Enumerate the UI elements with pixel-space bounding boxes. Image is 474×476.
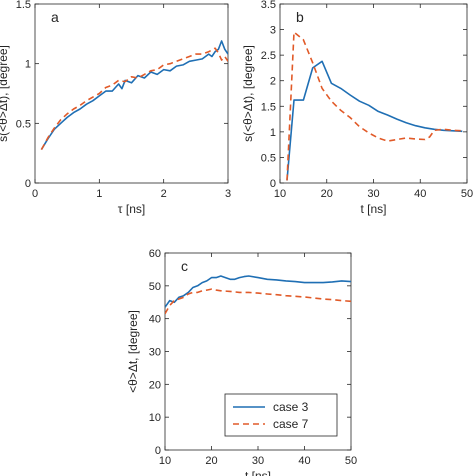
x-tick-label: 10 <box>159 455 171 467</box>
x-tick-label: 30 <box>367 188 379 200</box>
series-line-case7 <box>40 47 228 150</box>
y-tick-label: 2 <box>270 76 276 88</box>
x-axis-label: t [ns] <box>245 469 271 476</box>
y-tick-label: 1.5 <box>16 0 31 11</box>
panel-a: 0 1 2 3 0 0.5 1 1.5 τ [ns] s(<θ>Δt), [degree] a <box>0 0 231 216</box>
y-axis-label: <θ>Δt, [degree] <box>126 310 140 393</box>
y-tick-label: 0 <box>155 445 161 457</box>
series-line-case3 <box>40 40 228 151</box>
series-line-case3 <box>165 275 351 308</box>
x-axis-label: τ [ns] <box>118 202 145 216</box>
y-tick-label: 3 <box>270 25 276 37</box>
legend-label: case 7 <box>273 417 309 431</box>
legend-label: case 3 <box>273 400 309 414</box>
panel-b: 10 20 30 40 50 0 0.5 1 1.5 2 2.5 3 3.5 t [ns] b <box>261 0 473 216</box>
y-tick-label: 1.5 <box>261 101 276 113</box>
y-tick-label: 0 <box>25 178 31 190</box>
y-tick-label: 2.5 <box>261 50 276 62</box>
y-tick-label: 40 <box>149 314 161 326</box>
y-tick-label: 3.5 <box>261 0 276 11</box>
axes-box <box>34 3 229 184</box>
y-tick-label: 0.5 <box>261 152 276 164</box>
x-tick-label: 40 <box>414 188 426 200</box>
y-tick-label: 1 <box>25 59 31 71</box>
x-tick-label: 1 <box>96 188 102 200</box>
y-axis-label-b: s(<θ>Δt), [degree] <box>241 45 255 142</box>
x-tick-label: 3 <box>225 188 231 200</box>
y-tick-label: 30 <box>149 347 161 359</box>
x-tick-label: 30 <box>252 455 264 467</box>
x-tick-label: 10 <box>274 188 286 200</box>
series-line-case3 <box>286 60 463 181</box>
legend: case 3 case 7 <box>224 393 338 437</box>
x-tick-label: 50 <box>461 188 473 200</box>
x-tick-label: 2 <box>161 188 167 200</box>
series-line-case7 <box>286 31 463 181</box>
axes-box <box>279 3 468 184</box>
y-axis-label: s(<θ>Δt), [degree] <box>0 45 10 142</box>
panel-letter: b <box>296 9 304 25</box>
y-tick-label: 0 <box>270 178 276 190</box>
panel-letter: a <box>51 9 59 25</box>
x-tick-label: 0 <box>32 188 38 200</box>
panel-letter: c <box>181 258 188 274</box>
y-tick-label: 0.5 <box>16 118 31 130</box>
x-tick-label: 20 <box>321 188 333 200</box>
y-tick-label: 60 <box>149 248 161 260</box>
legend-box <box>224 393 338 437</box>
y-tick-label: 1 <box>270 127 276 139</box>
y-tick-label: 10 <box>149 412 161 424</box>
y-tick-label: 20 <box>149 379 161 391</box>
y-tick-label: 50 <box>149 281 161 293</box>
x-axis-label: t [ns] <box>360 202 386 216</box>
x-tick-label: 20 <box>205 455 217 467</box>
x-tick-label: 40 <box>298 455 310 467</box>
x-tick-label: 50 <box>345 455 357 467</box>
series-line-case7 <box>165 288 351 315</box>
